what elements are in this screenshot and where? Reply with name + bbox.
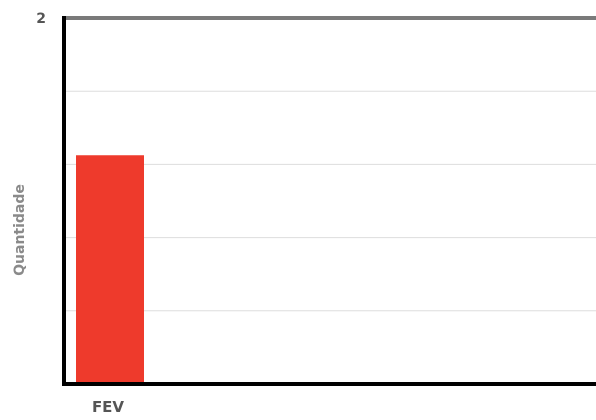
gridlines	[64, 16, 596, 312]
bars	[76, 155, 144, 384]
x-tick-label: FEV	[92, 398, 124, 416]
x-tick-labels: FEV	[92, 398, 124, 416]
y-tick-label: 2	[36, 11, 46, 27]
bar-fev	[76, 155, 144, 384]
y-axis-title: Quantidade	[12, 184, 28, 276]
y-tick-labels: 2	[36, 11, 46, 27]
